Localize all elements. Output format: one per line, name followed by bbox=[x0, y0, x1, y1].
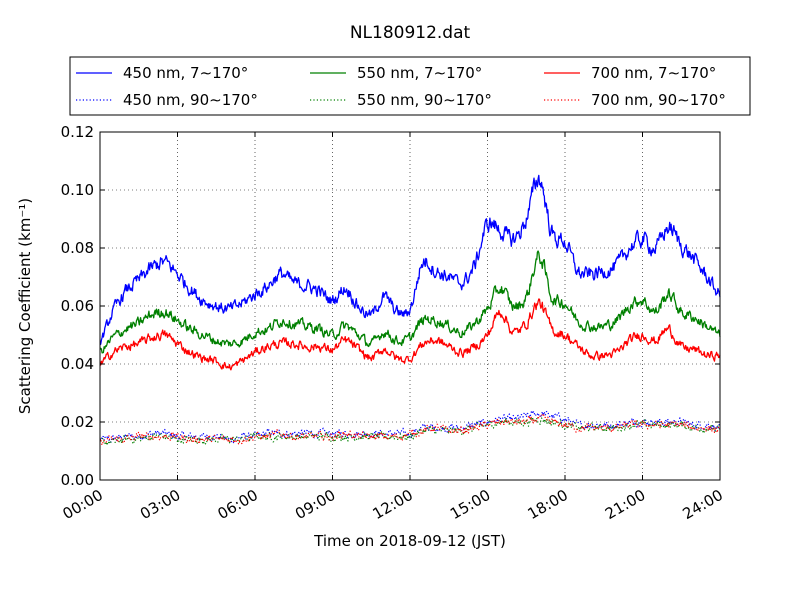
legend-label: 550 nm, 90∼170° bbox=[357, 91, 492, 109]
y-tick-label: 0.06 bbox=[61, 297, 94, 315]
series-line bbox=[99, 413, 721, 446]
series-line bbox=[99, 174, 721, 346]
y-tick-label: 0.08 bbox=[61, 239, 94, 257]
series-line bbox=[99, 298, 721, 371]
y-tick-label: 0.04 bbox=[61, 355, 94, 373]
x-axis-label: Time on 2018-09-12 (JST) bbox=[313, 532, 506, 550]
y-tick-label: 0.00 bbox=[61, 471, 94, 489]
legend-label: 700 nm, 7∼170° bbox=[591, 64, 716, 82]
y-tick-label: 0.12 bbox=[61, 123, 94, 141]
legend-label: 700 nm, 90∼170° bbox=[591, 91, 726, 109]
chart-title: NL180912.dat bbox=[350, 23, 471, 43]
legend-label: 450 nm, 90∼170° bbox=[123, 91, 258, 109]
y-tick-label: 0.10 bbox=[61, 181, 94, 199]
y-axis-label: Scattering Coefficient (km⁻¹) bbox=[16, 198, 34, 414]
grid bbox=[100, 132, 720, 480]
legend-box bbox=[69, 56, 751, 116]
legend: 450 nm, 7∼170° 550 nm, 7∼170° 700 nm, 7∼17… bbox=[69, 56, 751, 116]
legend-label: 550 nm, 7∼170° bbox=[357, 64, 482, 82]
y-tick-label: 0.02 bbox=[61, 413, 94, 431]
series-line bbox=[99, 250, 721, 354]
legend-label: 450 nm, 7∼170° bbox=[123, 64, 248, 82]
series-layer bbox=[99, 174, 721, 446]
